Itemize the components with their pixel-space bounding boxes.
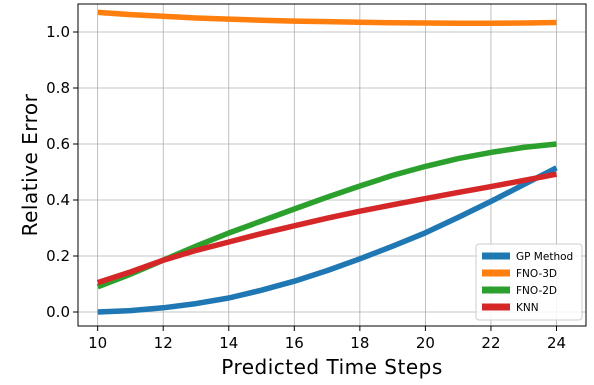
legend-swatch-fno-2d xyxy=(482,286,510,294)
series-lines xyxy=(96,9,558,315)
y-tick-label: 0.8 xyxy=(46,79,70,97)
x-tick-label: 12 xyxy=(154,334,173,352)
y-tick-label: 1.0 xyxy=(46,23,70,41)
x-tick-label: 24 xyxy=(547,334,566,352)
series-line-fno-3d xyxy=(97,9,557,27)
y-tick-label: 0.4 xyxy=(46,191,70,209)
x-tick-label: 10 xyxy=(88,334,107,352)
x-tick-label: 20 xyxy=(416,334,435,352)
y-tick-label: 0.6 xyxy=(46,135,70,153)
legend-label-fno-2d: FNO-2D xyxy=(516,285,557,297)
y-axis-title: Relative Error xyxy=(18,93,42,236)
series-line-gp-method xyxy=(97,165,558,315)
x-axis-title: Predicted Time Steps xyxy=(221,355,443,379)
y-tick-label: 0.0 xyxy=(46,303,70,321)
legend-label-gp-method: GP Method xyxy=(516,251,573,263)
x-tick-label: 14 xyxy=(219,334,238,352)
legend: GP Method FNO-3D FNO-2D KNN xyxy=(475,243,583,321)
legend-frame xyxy=(475,243,583,321)
x-tick-label: 18 xyxy=(350,334,369,352)
legend-swatch-knn xyxy=(482,303,510,311)
axis-ticks: 10 12 14 16 18 20 22 24 0.0 0.2 0.4 0.6 0.8 1.0 xyxy=(46,23,566,352)
legend-label-knn: KNN xyxy=(516,302,539,314)
x-tick-label: 22 xyxy=(481,334,500,352)
legend-swatch-gp-method xyxy=(482,252,510,260)
x-tick-label: 16 xyxy=(285,334,304,352)
legend-label-fno-3d: FNO-3D xyxy=(516,268,557,280)
y-tick-label: 0.2 xyxy=(46,247,70,265)
series-line-knn xyxy=(96,171,558,286)
legend-swatch-fno-3d xyxy=(482,269,510,277)
plot-frame xyxy=(77,3,587,327)
